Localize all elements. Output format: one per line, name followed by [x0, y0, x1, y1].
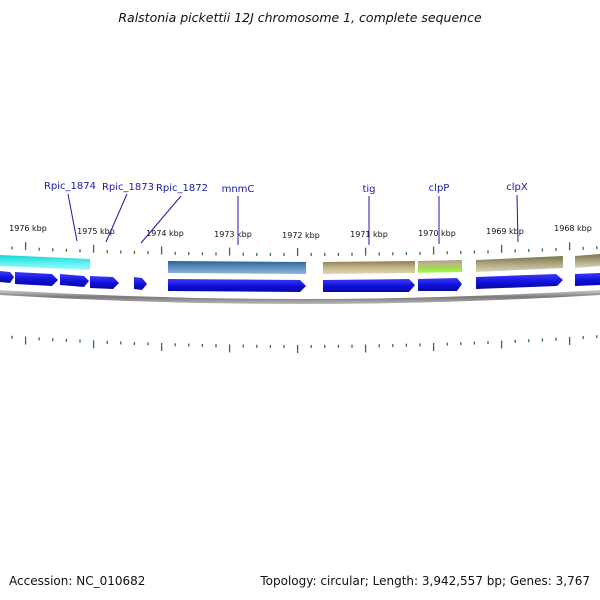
- kbp-label-1968: 1968 kbp: [554, 224, 592, 233]
- feature-clpp[interactable]: [418, 260, 462, 273]
- cds-arrow-1[interactable]: [0, 271, 14, 283]
- kbp-label-1970: 1970 kbp: [418, 229, 456, 238]
- feature-mnmc[interactable]: [168, 261, 306, 274]
- outer-tick-marks: [11, 242, 598, 256]
- kbp-label-1969: 1969 kbp: [486, 227, 524, 236]
- cds-arrow-mnmc[interactable]: [168, 279, 306, 292]
- cds-arrow-clpp[interactable]: [418, 278, 462, 291]
- leader-line-rpic-1874: [67, 193, 78, 242]
- cds-arrow-tig[interactable]: [323, 279, 415, 292]
- kbp-label-1974: 1974 kbp: [146, 229, 184, 238]
- cds-arrow-clpx[interactable]: [476, 274, 563, 289]
- leader-line-rpic-1872: [140, 195, 182, 244]
- gene-label-rpic-1872: Rpic_1872: [156, 183, 208, 194]
- cds-arrow-3[interactable]: [60, 274, 89, 287]
- accession-text: Accession: NC_010682: [9, 574, 146, 588]
- gene-label-mnmc: mnmC: [222, 184, 255, 195]
- cds-arrow-4[interactable]: [90, 276, 119, 289]
- gene-label-clpp: clpP: [429, 183, 450, 194]
- leader-line-clpx: [516, 194, 519, 243]
- kbp-label-1975: 1975 kbp: [77, 227, 115, 236]
- inner-tick-marks: [11, 335, 598, 353]
- cds-arrow-5[interactable]: [134, 277, 147, 290]
- gene-label-clpx: clpX: [506, 182, 528, 193]
- feature-tig[interactable]: [323, 261, 415, 274]
- leader-line-rpic-1873: [105, 193, 128, 243]
- gene-label-rpic-1874: Rpic_1874: [44, 181, 96, 192]
- feature-right-edge[interactable]: [575, 254, 600, 268]
- feature-clpx[interactable]: [476, 256, 563, 272]
- topology-summary: Topology: circular; Length: 3,942,557 bp…: [260, 574, 590, 588]
- map-title: Ralstonia pickettii 12J chromosome 1, co…: [118, 10, 482, 25]
- chromosome-backbone: [0, 290, 600, 304]
- feature-cyan[interactable]: [0, 255, 90, 270]
- gene-label-tig: tig: [362, 184, 375, 195]
- cds-arrow-2[interactable]: [15, 272, 58, 286]
- kbp-label-1972: 1972 kbp: [282, 231, 320, 240]
- kbp-label-1973: 1973 kbp: [214, 230, 252, 239]
- kbp-label-1976: 1976 kbp: [9, 224, 47, 233]
- cds-arrow-right-edge[interactable]: [575, 273, 600, 286]
- gene-label-rpic-1873: Rpic_1873: [102, 182, 154, 193]
